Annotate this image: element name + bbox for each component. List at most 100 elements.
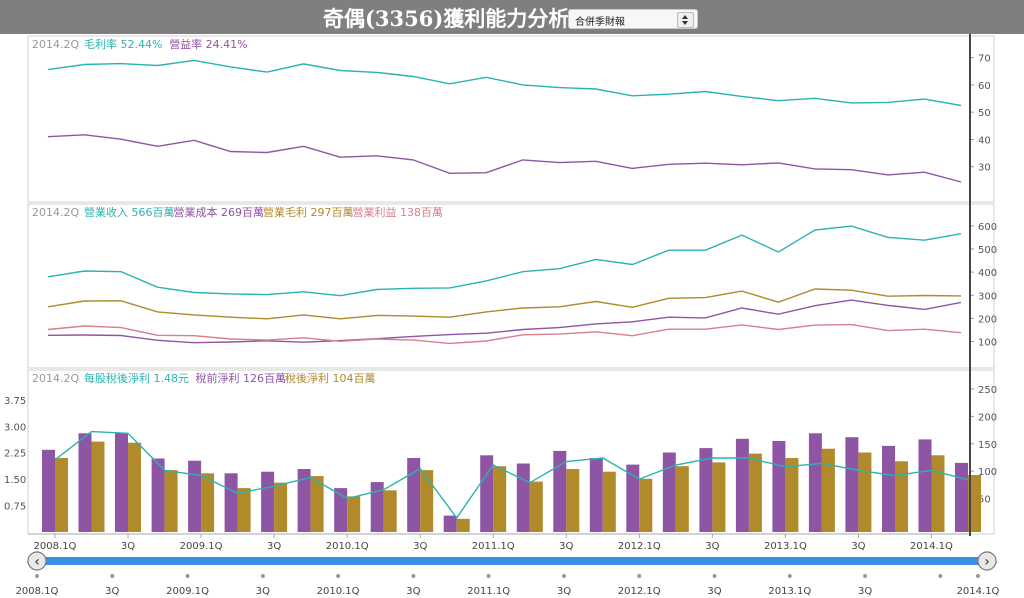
aftertax-bar [420,470,434,532]
scroll-right-button[interactable] [977,551,997,571]
pretax-bar [882,445,895,532]
scroll-left-button[interactable] [27,551,47,571]
pretax-bar [735,438,749,532]
pretax-bar [662,452,676,532]
timeline-label: 3Q [105,586,119,597]
legend-period: 2014.2Q [32,372,79,385]
legend-item-2-3: 營業毛利 297百萬 [263,206,354,219]
panel-frame-1 [27,35,971,203]
x-tick-label: 2011.1Q [472,541,515,552]
timeline-label: 2013.1Q [768,586,811,597]
pretax-bar [516,463,530,532]
aftertax-bar [493,466,507,532]
right-tick-label: 100 [978,467,997,478]
aftertax-bar [91,441,105,532]
report-type-value: 合併季財報 [575,17,625,28]
aftertax-bar [675,466,689,532]
right-axis-frame-2 [969,203,995,369]
pretax-bar [42,449,55,532]
right-tick-label: 30 [978,163,991,174]
pretax-bar [699,448,713,532]
left-tick-label: 0.75 [4,502,26,513]
aftertax-bar [529,481,543,532]
pretax-bar [918,439,932,532]
eps-series-line [54,430,969,520]
left-tick-label: 2.25 [4,449,26,460]
right-tick-label: 50 [978,108,991,119]
right-tick-label: 300 [978,291,997,302]
revenue-4-series-line [47,323,962,345]
title-bar: 奇偶(3356)獲利能力分析 合併季財報 [0,0,1024,34]
legend-item-1-1: 毛利率 52.44% [84,37,162,51]
aftertax-bar [639,478,653,532]
aftertax-bar [785,458,799,532]
revenue-1-series-line [47,225,962,297]
x-tick-label: 2008.1Q [34,541,77,552]
pretax-bar [845,437,859,532]
pretax-bar [78,433,92,532]
aftertax-bar [55,458,68,532]
pretax-bar [261,471,275,532]
aftertax-bar [237,488,251,532]
x-tick-label: 3Q [559,541,573,552]
x-tick-label: 3Q [851,541,865,552]
profitability-chart: 2014.2Q 毛利率 52.44% 營益率 24.41% 30 40 50 60 70 201… [4,34,1000,597]
aftertax-bar [201,473,215,532]
right-tick-label: 250 [978,385,997,396]
aftertax-bar [821,448,835,532]
margin-2-series-line [47,134,962,183]
timeline-dot [260,574,265,578]
pretax-bar [297,469,311,532]
x-tick-label: 3Q [705,541,719,552]
timeline-label: 3Q [858,586,872,597]
timeline-dot [336,574,341,578]
chevron-left-icon: ‹ [34,554,40,570]
pretax-bar [808,433,822,532]
x-tick-label: 2014.1Q [910,541,953,552]
revenue-2-series-line [47,299,962,344]
aftertax-bar [858,452,872,532]
timeline-label: 2012.1Q [618,586,661,597]
legend-item-3-1: 每股稅後淨利 1.48元 [84,371,189,385]
right-tick-label: 600 [978,222,997,233]
margin-1-series-line [47,59,962,107]
timeline-dot [35,574,39,578]
x-tick-label: 2010.1Q [326,541,369,552]
right-tick-label: 70 [978,54,991,65]
aftertax-bar [456,518,470,532]
aftertax-bar [383,490,397,532]
pretax-bar [115,432,128,532]
timeline-dot [486,574,491,578]
timeline-dot [110,574,115,578]
dropdown-arrow-icon[interactable] [677,12,694,28]
legend-period: 2014.2Q [32,38,79,51]
timeline-label: 3Q [707,586,721,597]
legend-item-3-3: 稅後淨利 104百萬 [285,371,376,385]
left-tick-label: 3.00 [4,422,26,433]
legend-item-1-2: 營益率 24.41% [169,37,247,51]
x-tick-label: 3Q [267,541,281,552]
timeline-label: 2008.1Q [16,586,59,597]
pretax-bar [772,441,786,532]
right-tick-label: 150 [978,440,997,451]
report-type-select[interactable]: 合併季財報 [568,9,698,29]
aftertax-bar [931,455,945,532]
timeline-dot [561,574,566,578]
pretax-bar [407,458,421,532]
timeline-dot [938,574,943,578]
pretax-bar [151,458,165,532]
x-tick-label: 2012.1Q [618,541,661,552]
legend-item-2-1: 營業收入 566百萬 [84,205,175,219]
right-tick-label: 40 [978,135,991,146]
right-tick-label: 200 [978,314,997,325]
aftertax-bar [128,442,141,532]
timeline-label: 2010.1Q [317,586,360,597]
revenue-3-series-line [47,288,962,320]
scrollbar-track [40,557,986,565]
aftertax-bar [164,470,178,532]
timeline-label: 2014.1Q [957,586,1000,597]
right-tick-label: 400 [978,268,997,279]
timeline-dot [863,574,868,578]
aftertax-bar [895,461,908,532]
timeline-label: 2009.1Q [166,586,209,597]
